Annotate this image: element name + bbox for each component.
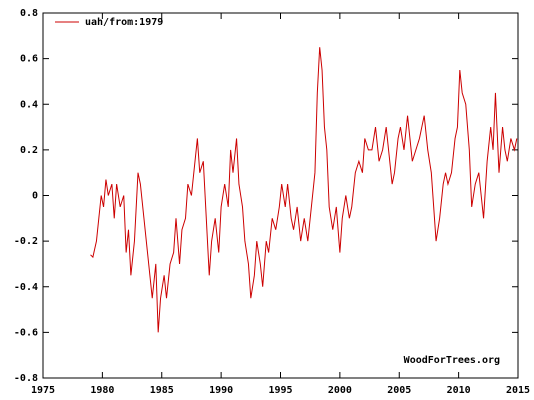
x-tick-label: 2005 xyxy=(387,385,411,396)
y-tick-label: -0.8 xyxy=(14,373,38,384)
annotation: WoodForTrees.org xyxy=(404,355,500,366)
y-tick-label: 0 xyxy=(32,191,38,202)
x-tick-label: 1980 xyxy=(90,385,114,396)
legend-label: uah/from:1979 xyxy=(85,17,163,28)
y-tick-label: 0.4 xyxy=(20,99,38,110)
x-tick-label: 2000 xyxy=(328,385,352,396)
y-tick-label: 0.6 xyxy=(20,54,38,65)
y-tick-label: -0.4 xyxy=(14,282,38,293)
x-tick-label: 1995 xyxy=(268,385,292,396)
x-tick-label: 1990 xyxy=(209,385,233,396)
x-tick-label: 1975 xyxy=(31,385,55,396)
y-tick-label: -0.2 xyxy=(14,236,38,247)
x-tick-label: 2010 xyxy=(447,385,471,396)
y-tick-label: 0.2 xyxy=(20,145,38,156)
x-tick-label: 1985 xyxy=(150,385,174,396)
y-tick-label: 0.8 xyxy=(20,8,38,19)
line-series xyxy=(90,47,518,333)
y-tick-label: -0.6 xyxy=(14,327,38,338)
x-tick-label: 2015 xyxy=(506,385,530,396)
